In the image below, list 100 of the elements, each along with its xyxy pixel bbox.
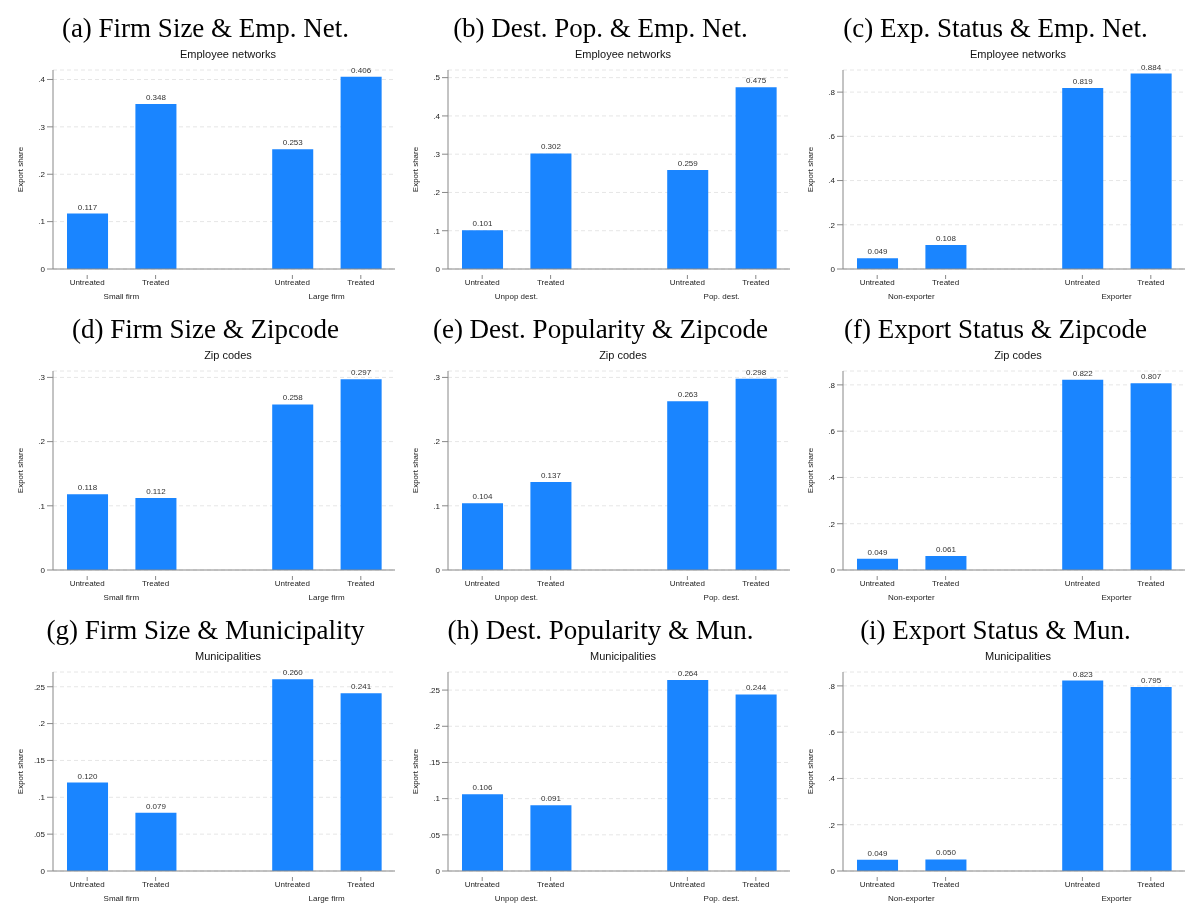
chart-subtitle: Municipalities <box>589 650 657 664</box>
x-tick-label: Treated <box>141 579 170 588</box>
y-tick-label: .2 <box>433 437 441 447</box>
x-tick-label: Treated <box>141 278 170 287</box>
chart-subtitle: Zip codes <box>993 349 1043 363</box>
x-tick-label: Untreated <box>669 579 705 588</box>
y-axis-title: Export share <box>15 447 25 494</box>
y-tick-label: .1 <box>38 217 46 227</box>
y-tick-label: .2 <box>433 188 441 198</box>
data-label: 0.253 <box>282 138 304 148</box>
data-label: 0.049 <box>867 848 889 858</box>
x-tick-label: Untreated <box>464 278 500 287</box>
data-label: 0.823 <box>1072 669 1094 679</box>
y-tick-label: .3 <box>433 373 441 383</box>
data-label: 0.884 <box>1141 62 1162 72</box>
data-label: 0.819 <box>1072 76 1094 86</box>
chart-subtitle: Zip codes <box>598 349 648 363</box>
chart-subtitle: Zip codes <box>203 349 253 363</box>
data-label: 0.112 <box>146 487 167 497</box>
y-tick-label: .4 <box>828 473 836 483</box>
data-label: 0.260 <box>282 668 304 678</box>
y-tick-label: .3 <box>38 373 46 383</box>
y-tick-label: 0 <box>435 565 441 575</box>
x-tick-label: Untreated <box>69 278 105 287</box>
x-tick-label: Treated <box>1137 278 1165 287</box>
y-tick-label: 0 <box>830 565 836 575</box>
text: Non-exporter <box>887 292 936 301</box>
y-tick-label: .15 <box>33 756 46 766</box>
y-tick-label: .8 <box>828 681 836 691</box>
chart-title: (f) Export Status & Zipcode <box>843 313 1148 346</box>
chart-title: (i) Export Status & Mun. <box>859 614 1132 647</box>
y-tick-label: .4 <box>828 176 836 186</box>
x-tick-label: Untreated <box>859 880 895 889</box>
y-tick-label: .1 <box>38 793 46 803</box>
text: Exporter <box>1100 292 1133 301</box>
x-tick-label: Treated <box>742 579 770 588</box>
data-label: 0.795 <box>1141 676 1162 686</box>
chart-subtitle: Employee networks <box>179 48 277 62</box>
data-label: 0.118 <box>77 483 98 493</box>
text: Small firm <box>102 593 141 602</box>
data-label: 0.259 <box>677 158 699 168</box>
y-tick-label: .4 <box>828 774 836 784</box>
text: Large firm <box>307 593 346 602</box>
chart-title: (c) Exp. Status & Emp. Net. <box>842 12 1149 45</box>
chart-title: (g) Firm Size & Municipality <box>45 614 366 647</box>
y-tick-label: .2 <box>38 170 46 180</box>
x-tick-label: Treated <box>1137 579 1165 588</box>
text: Pop. dest. <box>702 292 741 301</box>
y-tick-label: .15 <box>428 758 441 768</box>
data-label: 0.049 <box>867 247 889 257</box>
x-tick-label: Untreated <box>274 579 310 588</box>
x-tick-label: Treated <box>536 278 565 287</box>
chart-title: (b) Dest. Pop. & Emp. Net. <box>452 12 749 45</box>
y-tick-label: 0 <box>830 264 836 274</box>
data-label: 0.348 <box>145 93 167 103</box>
y-tick-label: .05 <box>428 830 441 840</box>
text: Unpop dest. <box>493 593 539 602</box>
data-label: 0.244 <box>746 683 767 693</box>
x-tick-label: Treated <box>347 880 375 889</box>
text: Pop. dest. <box>702 894 741 903</box>
chart-subtitle: Employee networks <box>969 48 1067 62</box>
text: Large firm <box>307 292 346 301</box>
y-tick-label: 0 <box>40 866 46 876</box>
y-tick-label: .2 <box>38 719 46 729</box>
y-tick-label: .6 <box>828 132 836 142</box>
data-label: 0.120 <box>77 771 99 781</box>
chart-subtitle: Municipalities <box>984 650 1052 664</box>
x-tick-label: Untreated <box>69 579 105 588</box>
x-tick-label: Treated <box>1137 880 1165 889</box>
x-tick-label: Untreated <box>669 880 705 889</box>
data-label: 0.822 <box>1072 368 1094 378</box>
x-tick-label: Untreated <box>859 278 895 287</box>
x-tick-label: Treated <box>931 880 960 889</box>
y-tick-label: .2 <box>828 820 836 830</box>
data-label: 0.258 <box>282 393 304 403</box>
data-label: 0.263 <box>677 390 699 400</box>
x-tick-label: Treated <box>141 880 170 889</box>
y-tick-label: .6 <box>828 427 836 436</box>
data-label: 0.049 <box>867 547 889 557</box>
x-tick-label: Untreated <box>274 880 310 889</box>
y-tick-label: .4 <box>38 75 46 85</box>
y-tick-label: .4 <box>433 111 441 121</box>
x-tick-label: Untreated <box>1064 880 1100 889</box>
chart-title: (d) Firm Size & Zipcode <box>71 313 340 346</box>
y-tick-label: .6 <box>828 728 836 737</box>
y-axis-title: Export share <box>410 447 420 494</box>
text: Non-exporter <box>887 894 936 903</box>
y-axis-title: Export share <box>410 748 420 795</box>
chart-title: (a) Firm Size & Emp. Net. <box>60 12 351 45</box>
x-tick-label: Treated <box>536 880 565 889</box>
y-tick-label: .2 <box>433 722 441 732</box>
text: Exporter <box>1100 593 1133 602</box>
text: Large firm <box>307 894 346 903</box>
x-tick-label: Treated <box>742 278 770 287</box>
text: Non-exporter <box>887 593 936 602</box>
data-label: 0.475 <box>746 76 767 86</box>
chart-subtitle: Municipalities <box>194 650 262 664</box>
x-tick-label: Untreated <box>669 278 705 287</box>
y-tick-label: .2 <box>828 220 836 230</box>
y-tick-label: .3 <box>433 150 441 160</box>
